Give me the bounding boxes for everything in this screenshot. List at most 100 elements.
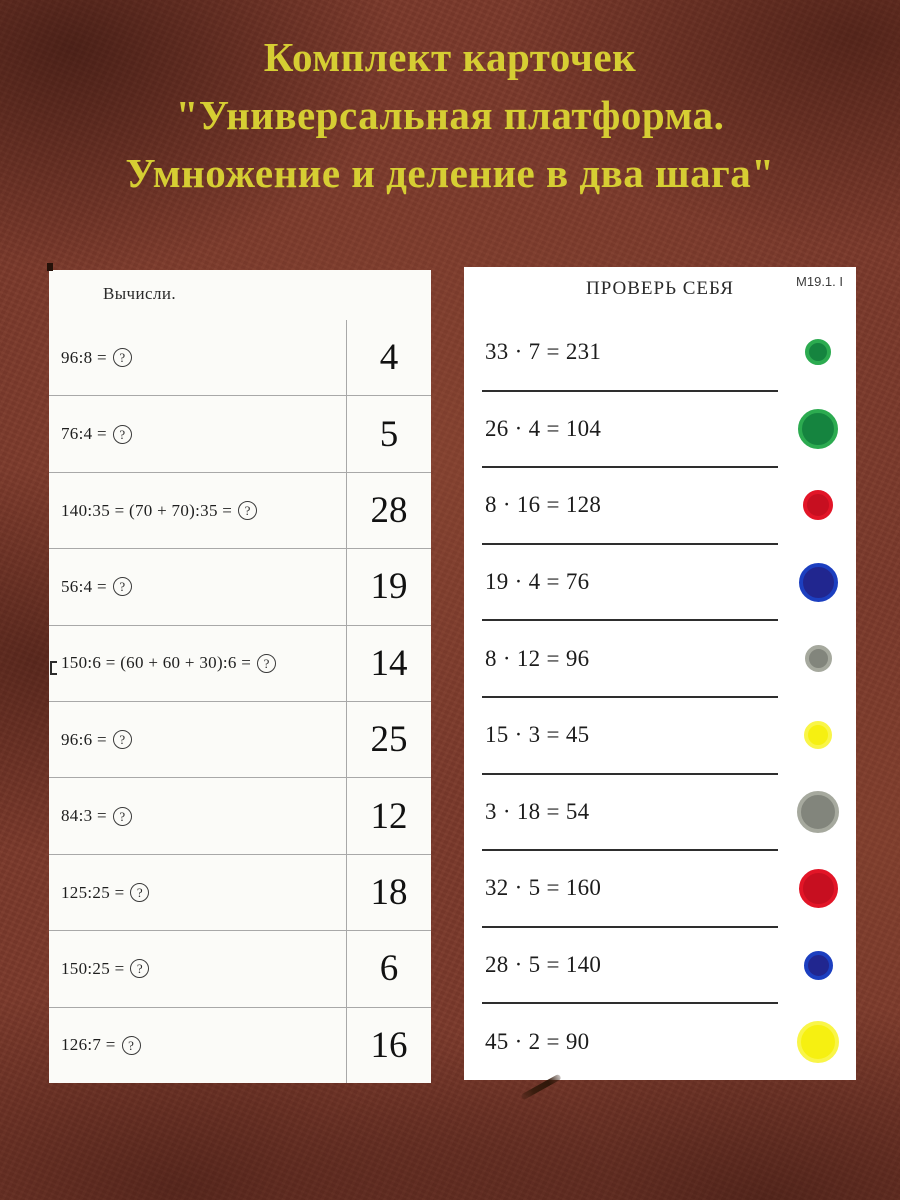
question-mark-circle: ? bbox=[112, 424, 132, 444]
poster-title: Комплект карточек "Универсальная платфор… bbox=[0, 28, 900, 202]
scan-artifact-corner bbox=[47, 263, 53, 271]
multiplication-equation: 28 · 5 = 140 bbox=[485, 952, 602, 978]
multiplication-equation: 3 · 18 = 54 bbox=[485, 798, 590, 824]
red-dot bbox=[803, 490, 833, 521]
calculate-card: Вычисли. 96:8 =? 4 76:4 =? 5 140:35 = (70 + … bbox=[49, 270, 431, 1084]
calc-row: 96:6 =? 25 bbox=[49, 702, 431, 779]
expression-text: 96:6 = bbox=[61, 729, 107, 749]
multiplication-equation: 33 · 7 = 231 bbox=[485, 339, 602, 365]
expression-text: 76:4 = bbox=[61, 424, 107, 444]
check-row: 45 · 2 = 90 bbox=[464, 1003, 856, 1080]
check-row: 3 · 18 = 54 bbox=[464, 774, 856, 851]
calc-row: 150:25 =? 6 bbox=[49, 931, 431, 1008]
calc-row: 140:35 = (70 + 70):35 =? 28 bbox=[49, 472, 431, 550]
color-dot-wrap bbox=[783, 408, 853, 449]
color-dot-wrap bbox=[783, 645, 853, 673]
title-line-2: "Универсальная платформа. bbox=[175, 92, 725, 138]
title-line-3: Умножение и деление в два шага" bbox=[125, 150, 775, 196]
expression-text: 126:7 = bbox=[61, 1035, 116, 1055]
calc-row: 96:8 =? 4 bbox=[49, 320, 431, 397]
calc-row: 56:4 =? 19 bbox=[49, 549, 431, 626]
color-dot-wrap bbox=[783, 868, 853, 908]
check-row: 8 · 16 = 128 bbox=[464, 467, 856, 545]
calculate-rows: 96:8 =? 4 76:4 =? 5 140:35 = (70 + 70):35 =?… bbox=[49, 320, 431, 1084]
blue-dot bbox=[803, 950, 833, 980]
question-mark-circle: ? bbox=[112, 577, 132, 597]
division-expression: 150:25 =? bbox=[49, 931, 346, 1006]
expression-text: 125:25 = bbox=[61, 882, 125, 902]
calc-row: 150:6 = (60 + 60 + 30):6 =? 14 bbox=[49, 625, 431, 703]
color-dot-wrap bbox=[783, 562, 853, 602]
yellow-dot bbox=[804, 721, 832, 750]
scan-artifact-bracket bbox=[50, 661, 57, 675]
red-dot bbox=[798, 868, 838, 908]
division-expression: 84:3 =? bbox=[49, 778, 346, 853]
expression-text: 96:8 = bbox=[61, 347, 107, 367]
answer-value: 16 bbox=[346, 1007, 431, 1084]
question-mark-circle: ? bbox=[121, 1035, 141, 1055]
calculate-card-header: Вычисли. bbox=[103, 284, 176, 303]
check-row: 19 · 4 = 76 bbox=[464, 544, 856, 621]
green-dot bbox=[805, 339, 831, 366]
expression-text: 56:4 = bbox=[61, 576, 107, 596]
check-yourself-card: ПРОВЕРЬ СЕБЯ М19.1. I 33 · 7 = 231 26 · 4… bbox=[464, 267, 856, 1080]
green-dot bbox=[798, 408, 838, 449]
division-expression: 96:6 =? bbox=[49, 702, 346, 777]
multiplication-equation: 19 · 4 = 76 bbox=[485, 569, 590, 595]
gray-dot bbox=[804, 645, 832, 673]
yellow-dot bbox=[797, 1020, 839, 1063]
check-row: 32 · 5 = 160 bbox=[464, 850, 856, 928]
calc-row: 76:4 =? 5 bbox=[49, 396, 431, 473]
gray-dot bbox=[797, 790, 839, 833]
multiplication-equation: 45 · 2 = 90 bbox=[485, 1028, 590, 1054]
question-mark-circle: ? bbox=[112, 806, 132, 826]
division-expression: 126:7 =? bbox=[49, 1008, 346, 1083]
color-dot-wrap bbox=[783, 1020, 853, 1063]
calc-row: 126:7 =? 16 bbox=[49, 1007, 431, 1084]
question-mark-circle: ? bbox=[112, 348, 132, 368]
question-mark-circle: ? bbox=[130, 959, 150, 979]
title-line-1: Комплект карточек bbox=[263, 34, 637, 80]
division-expression: 56:4 =? bbox=[49, 549, 346, 624]
check-row: 15 · 3 = 45 bbox=[464, 697, 856, 775]
answer-value: 5 bbox=[346, 396, 431, 472]
color-dot-wrap bbox=[783, 339, 853, 366]
answer-value: 25 bbox=[346, 702, 431, 778]
multiplication-equation: 8 · 12 = 96 bbox=[485, 645, 590, 671]
question-mark-circle: ? bbox=[130, 883, 150, 903]
check-row: 8 · 12 = 96 bbox=[464, 620, 856, 698]
answer-value: 28 bbox=[346, 472, 431, 549]
check-row: 28 · 5 = 140 bbox=[464, 927, 856, 1004]
division-expression: 96:8 =? bbox=[49, 320, 346, 395]
question-mark-circle: ? bbox=[257, 653, 277, 673]
color-dot-wrap bbox=[783, 950, 853, 980]
color-dot-wrap bbox=[783, 490, 853, 521]
answer-value: 19 bbox=[346, 549, 431, 625]
check-card-header: ПРОВЕРЬ СЕБЯ bbox=[586, 278, 734, 299]
division-expression: 140:35 = (70 + 70):35 =? bbox=[49, 473, 346, 548]
answer-value: 4 bbox=[346, 320, 431, 396]
question-mark-circle: ? bbox=[112, 730, 132, 750]
calc-row: 84:3 =? 12 bbox=[49, 778, 431, 855]
question-mark-circle: ? bbox=[238, 501, 258, 521]
blue-dot bbox=[798, 562, 838, 602]
check-row: 33 · 7 = 231 bbox=[464, 314, 856, 392]
card-code-label: М19.1. I bbox=[796, 274, 843, 289]
expression-text: 150:6 = (60 + 60 + 30):6 = bbox=[61, 653, 252, 673]
calc-row: 125:25 =? 18 bbox=[49, 854, 431, 932]
check-row: 26 · 4 = 104 bbox=[464, 391, 856, 468]
multiplication-equation: 8 · 16 = 128 bbox=[485, 492, 602, 518]
division-expression: 125:25 =? bbox=[49, 855, 346, 930]
multiplication-equation: 15 · 3 = 45 bbox=[485, 722, 590, 748]
answer-value: 14 bbox=[346, 625, 431, 702]
color-dot-wrap bbox=[783, 790, 853, 833]
expression-text: 84:3 = bbox=[61, 806, 107, 826]
multiplication-equation: 26 · 4 = 104 bbox=[485, 415, 602, 441]
check-rows: 33 · 7 = 231 26 · 4 = 104 8 · 16 = 128 19 ·… bbox=[464, 314, 856, 1080]
expression-text: 150:25 = bbox=[61, 958, 125, 978]
multiplication-equation: 32 · 5 = 160 bbox=[485, 875, 602, 901]
answer-value: 18 bbox=[346, 854, 431, 931]
answer-value: 6 bbox=[346, 931, 431, 1007]
answer-value: 12 bbox=[346, 778, 431, 854]
